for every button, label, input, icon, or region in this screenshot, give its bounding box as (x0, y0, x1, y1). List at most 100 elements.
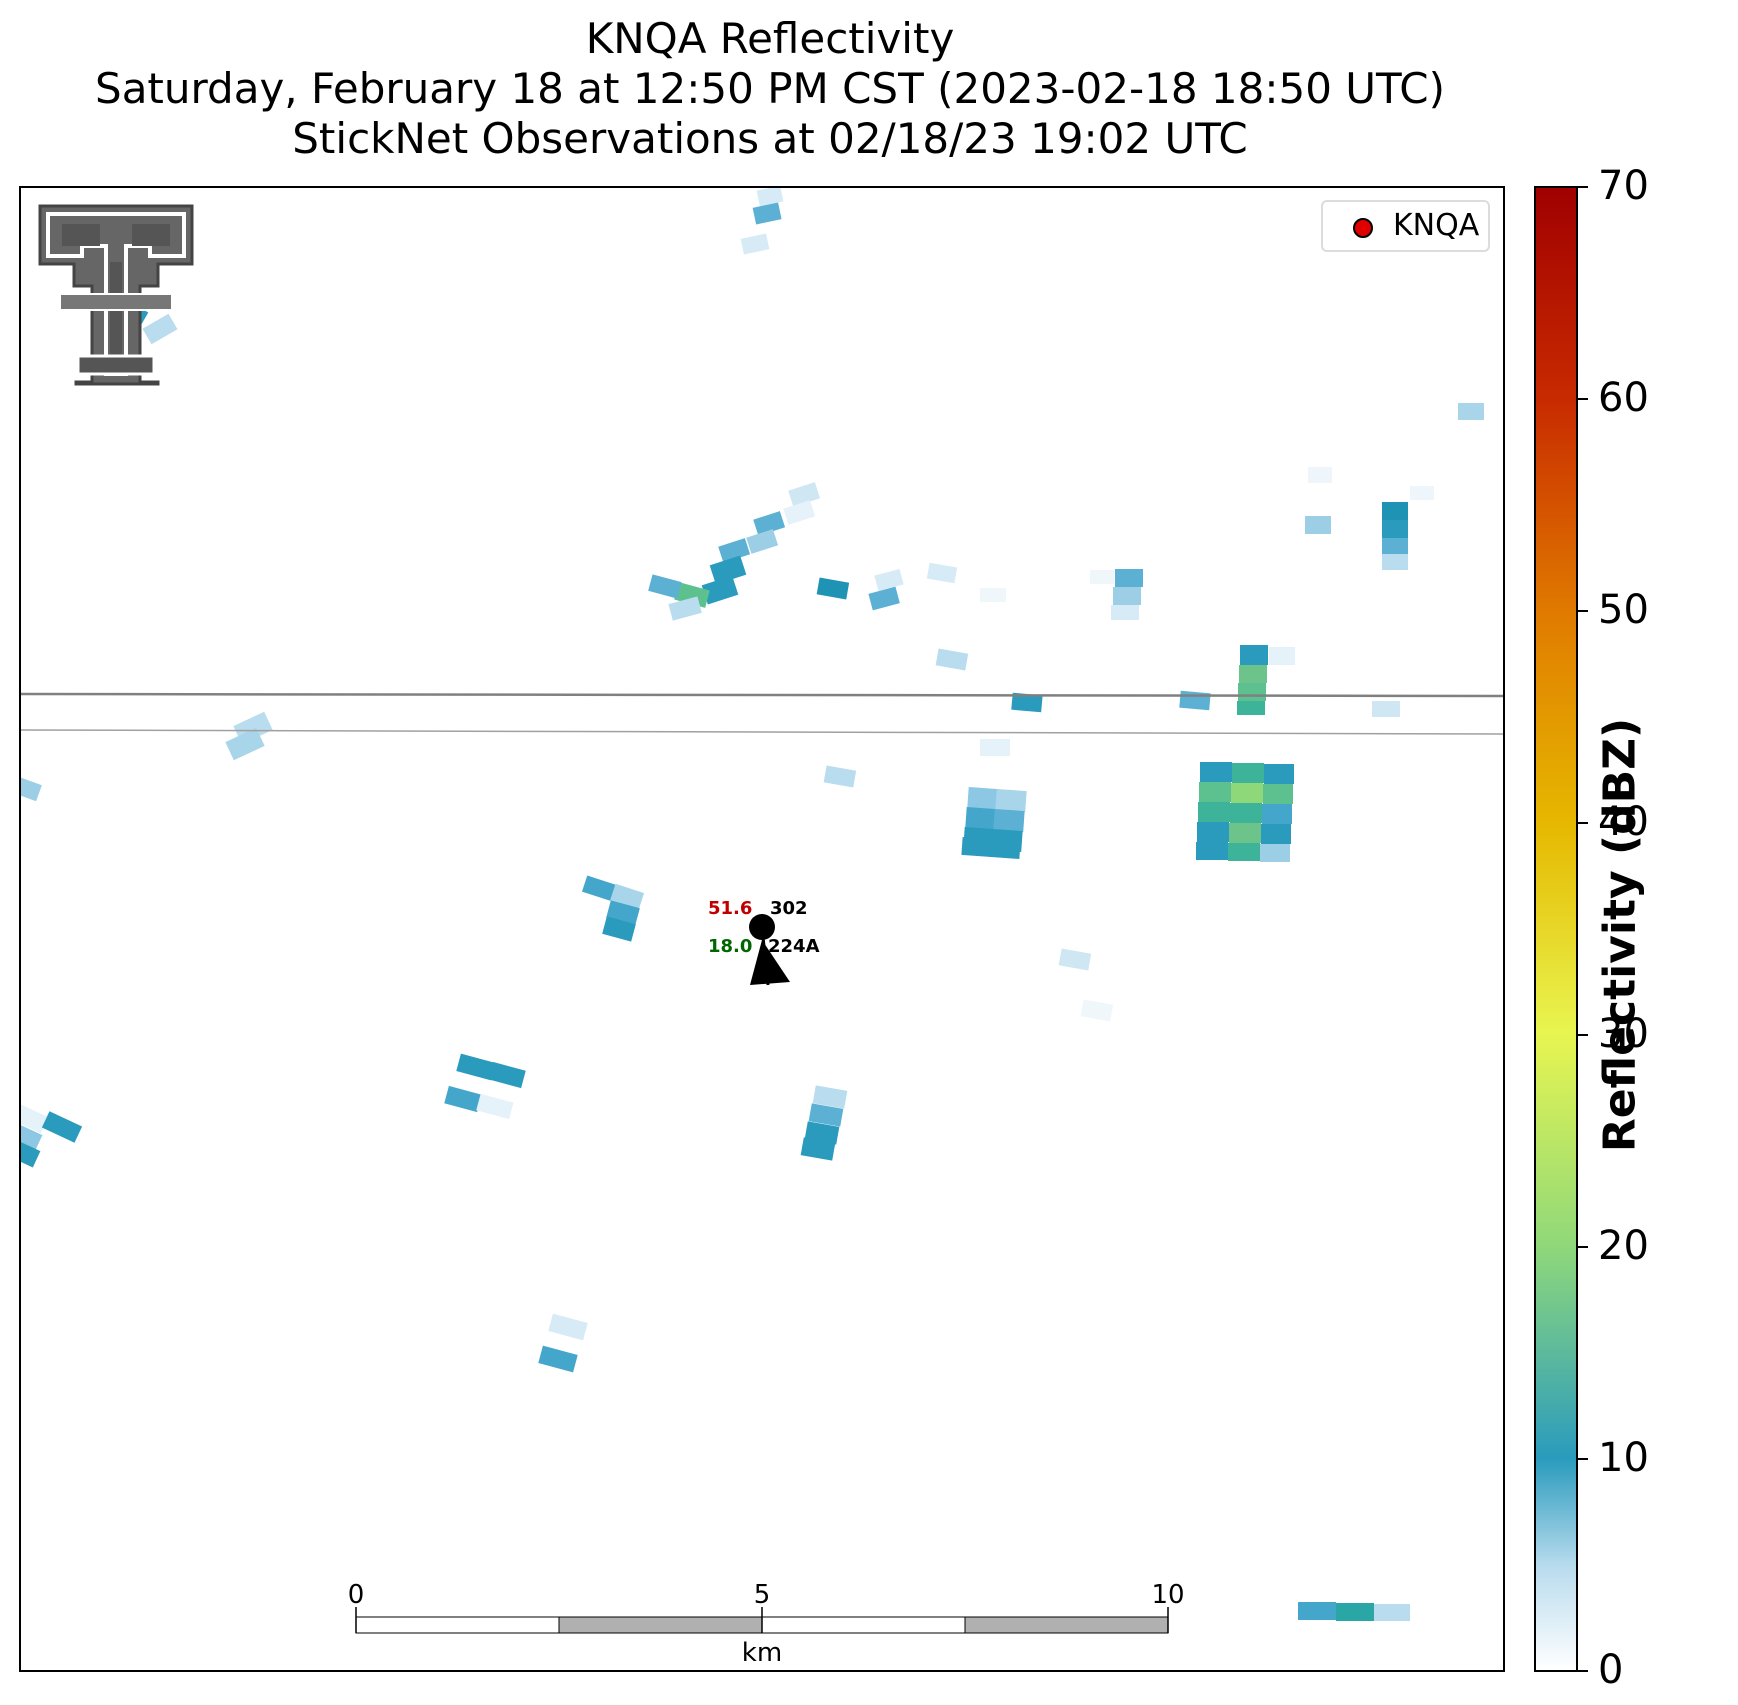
legend-label: KNQA (1393, 208, 1480, 243)
reflectivity-gate (800, 1137, 836, 1161)
reflectivity-gate (1229, 823, 1261, 843)
station-id: 224A (768, 936, 820, 957)
reflectivity-gate (1231, 783, 1263, 803)
reflectivity-gate (444, 1085, 482, 1113)
reflectivity-gate (602, 916, 636, 942)
reflectivity-gate (980, 588, 1006, 602)
reflectivity-gate (1200, 762, 1232, 782)
reflectivity-gate (1382, 502, 1408, 520)
reflectivity-gate (993, 808, 1025, 833)
reflectivity-gate (1239, 665, 1267, 683)
reflectivity-gate (1058, 948, 1092, 971)
reflectivity-gate (648, 574, 682, 599)
reflectivity-field (20, 187, 1504, 1621)
reflectivity-gate (718, 538, 751, 563)
reflectivity-gate (1372, 701, 1400, 717)
reflectivity-gate (752, 202, 782, 225)
reflectivity-gate (1305, 516, 1331, 534)
reflectivity-gate (1090, 570, 1114, 584)
reflectivity-gate (1230, 803, 1262, 823)
reflectivity-gate (548, 1313, 588, 1341)
reflectivity-gate (783, 500, 816, 525)
reflectivity-gate (1458, 403, 1484, 420)
reflectivity-gate (1298, 1602, 1336, 1620)
colorbar-tick-40: 40 (1598, 799, 1649, 845)
reflectivity-gate (20, 1122, 43, 1152)
reflectivity-gate (1264, 764, 1294, 784)
reflectivity-gate (756, 187, 784, 207)
reflectivity-gate (1382, 554, 1408, 570)
reflectivity-gate (20, 1138, 41, 1168)
reflectivity-gate (1113, 587, 1141, 605)
station-dewpoint: 18.0 (708, 936, 753, 957)
reflectivity-gate (1115, 569, 1143, 587)
reflectivity-gate (20, 775, 42, 802)
reflectivity-gate (967, 786, 999, 811)
reflectivity-gate (488, 1061, 526, 1089)
radar-site-marker-icon (1353, 218, 1373, 238)
colorbar-tick-10: 10 (1598, 1435, 1649, 1481)
reflectivity-gate (1111, 605, 1139, 620)
reflectivity-gate (1261, 824, 1291, 844)
scale-tick-10: 10 (1151, 1580, 1185, 1610)
reflectivity-gate (1336, 1603, 1374, 1621)
reflectivity-gate (804, 1121, 840, 1145)
colorbar-tick-70: 70 (1598, 163, 1649, 209)
reflectivity-gate (1179, 690, 1211, 711)
title-line-1: KNQA Reflectivity (585, 14, 955, 63)
reflectivity-gate (1237, 701, 1265, 715)
reflectivity-gate (926, 562, 958, 584)
station-pressure: 302 (770, 898, 808, 919)
reflectivity-gate (41, 1111, 83, 1143)
colorbar (1534, 186, 1588, 1672)
reflectivity-gate (935, 648, 969, 671)
reflectivity-gate (1232, 763, 1264, 783)
boundary-line (20, 729, 1504, 735)
reflectivity-gate (989, 838, 1021, 860)
reflectivity-gate (1263, 784, 1293, 804)
reflectivity-gate (1228, 843, 1260, 861)
reflectivity-gate (1382, 520, 1408, 538)
station-temperature: 51.6 (708, 898, 753, 919)
reflectivity-gate (1269, 647, 1295, 665)
reflectivity-gate (582, 875, 618, 902)
scale-bar (355, 1607, 1169, 1634)
reflectivity-gate (1080, 999, 1114, 1022)
reflectivity-gate (823, 765, 857, 788)
reflectivity-gate (709, 555, 747, 585)
reflectivity-gate (476, 1093, 514, 1120)
reflectivity-gate (808, 1103, 844, 1127)
reflectivity-gate (456, 1053, 496, 1081)
reflectivity-gate (816, 577, 850, 600)
reflectivity-gate (740, 233, 770, 255)
reflectivity-gate (961, 836, 993, 858)
reflectivity-gate (980, 739, 1010, 756)
reflectivity-gate (1197, 822, 1229, 842)
sticknet-station-plot (749, 914, 790, 986)
reflectivity-gate (225, 727, 265, 761)
reflectivity-gate (1382, 538, 1408, 554)
colorbar-tick-0: 0 (1598, 1647, 1624, 1693)
reflectivity-gate (1196, 842, 1228, 860)
legend: KNQA (1321, 200, 1490, 252)
colorbar-tick-60: 60 (1598, 375, 1649, 421)
scale-unit: km (741, 1638, 783, 1668)
reflectivity-gate (1238, 683, 1266, 701)
reflectivity-gate (1011, 692, 1043, 713)
reflectivity-gate (1260, 844, 1290, 862)
reflectivity-gate (1374, 1604, 1410, 1621)
reflectivity-gate (1410, 486, 1434, 500)
reflectivity-gate (746, 529, 779, 554)
reflectivity-gate (1308, 467, 1332, 483)
reflectivity-gate (1262, 804, 1292, 824)
colorbar-tick-20: 20 (1598, 1223, 1649, 1269)
map-frame (19, 186, 1505, 1672)
title-line-2: Saturday, February 18 at 12:50 PM CST (2… (95, 64, 1445, 113)
boundary-line (20, 692, 1504, 698)
reflectivity-gate (142, 313, 178, 345)
scale-tick-0: 0 (347, 1580, 365, 1610)
title-line-3: StickNet Observations at 02/18/23 19:02 … (292, 114, 1248, 163)
reflectivity-gate (1198, 802, 1230, 822)
scale-tick-5: 5 (753, 1580, 771, 1610)
